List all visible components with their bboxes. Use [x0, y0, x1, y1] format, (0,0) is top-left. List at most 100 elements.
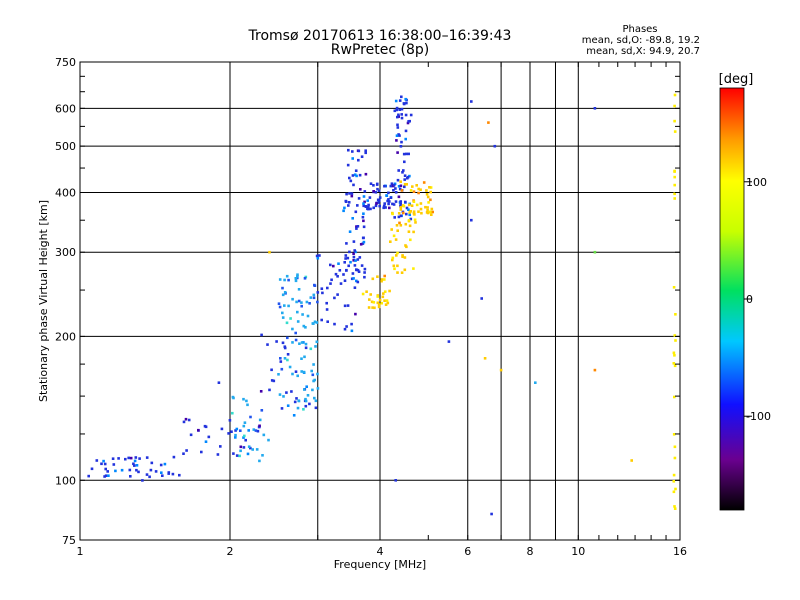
data-point	[344, 257, 347, 260]
data-point	[345, 192, 348, 196]
data-point	[391, 258, 394, 262]
data-point	[673, 354, 676, 357]
data-point	[672, 473, 676, 477]
data-point	[197, 428, 200, 432]
data-point	[313, 283, 316, 287]
data-point	[302, 341, 305, 344]
data-point	[425, 189, 428, 192]
y-axis-label: Stationary phase Virtual Height [km]	[37, 200, 50, 402]
data-point	[372, 301, 376, 304]
data-point	[334, 272, 338, 276]
data-point	[673, 170, 676, 173]
data-point	[393, 109, 397, 113]
data-point	[361, 236, 365, 240]
data-point	[363, 190, 367, 193]
data-point	[316, 256, 320, 260]
legend-line-x: mean, sd,X: 94.9, 20.7	[586, 46, 700, 57]
data-point	[404, 137, 407, 141]
data-point	[134, 456, 138, 459]
data-point	[296, 273, 299, 276]
data-point	[316, 387, 320, 390]
data-point	[304, 399, 308, 403]
data-point	[262, 433, 266, 437]
data-point	[135, 464, 139, 467]
data-point	[277, 373, 280, 376]
data-point	[376, 275, 379, 278]
data-point	[282, 395, 285, 398]
data-point	[593, 107, 597, 110]
data-point	[398, 108, 401, 111]
data-point	[630, 459, 633, 462]
data-point	[280, 407, 284, 410]
data-point	[304, 326, 307, 329]
data-point	[378, 196, 382, 199]
data-point	[283, 304, 286, 307]
data-point	[278, 278, 282, 281]
data-point	[404, 129, 408, 133]
data-point	[133, 464, 136, 467]
data-point	[283, 278, 286, 282]
data-point	[673, 130, 677, 133]
data-point	[325, 301, 328, 305]
data-point	[408, 213, 411, 217]
data-point	[332, 264, 335, 268]
data-point	[367, 306, 371, 309]
data-point	[376, 301, 380, 305]
data-point	[312, 363, 315, 366]
data-point	[268, 388, 271, 392]
data-point	[354, 169, 358, 172]
data-point	[376, 182, 379, 186]
data-point	[399, 180, 402, 183]
data-point	[429, 198, 432, 202]
data-point	[350, 277, 354, 281]
data-point	[355, 225, 358, 228]
data-point	[104, 467, 107, 471]
data-point	[268, 250, 271, 254]
data-point	[355, 174, 358, 178]
data-point	[426, 195, 430, 199]
data-point	[417, 191, 420, 195]
data-point	[357, 149, 361, 153]
data-point	[364, 149, 367, 152]
data-point	[673, 507, 677, 510]
data-point	[261, 454, 264, 457]
data-point	[372, 184, 375, 187]
data-point	[330, 278, 333, 282]
data-point	[404, 113, 408, 117]
data-point	[412, 267, 415, 270]
data-point	[391, 256, 395, 260]
data-point	[320, 287, 324, 290]
data-point	[106, 470, 109, 473]
data-point	[343, 304, 347, 308]
data-point	[304, 346, 308, 350]
data-point	[396, 178, 400, 182]
data-point	[270, 379, 274, 382]
data-point	[404, 244, 407, 247]
data-point	[329, 282, 332, 285]
data-point	[403, 268, 407, 272]
data-point	[405, 152, 408, 156]
data-point	[403, 256, 407, 259]
data-point	[534, 381, 537, 384]
data-point	[383, 299, 386, 302]
data-point	[141, 479, 144, 482]
data-point	[390, 228, 393, 231]
data-point	[417, 210, 420, 213]
data-point	[362, 225, 366, 229]
data-point	[283, 357, 287, 360]
data-point	[397, 215, 401, 219]
data-point	[673, 119, 676, 123]
data-point	[369, 207, 372, 211]
data-point	[402, 204, 406, 208]
data-point	[256, 429, 260, 433]
data-point	[311, 373, 315, 377]
data-point	[490, 512, 493, 516]
data-point	[392, 189, 395, 192]
data-point	[426, 211, 430, 215]
data-point	[357, 158, 360, 162]
data-point	[394, 187, 397, 190]
data-point	[362, 219, 365, 223]
data-point	[392, 183, 396, 187]
data-point	[301, 313, 304, 316]
data-point	[388, 206, 391, 210]
